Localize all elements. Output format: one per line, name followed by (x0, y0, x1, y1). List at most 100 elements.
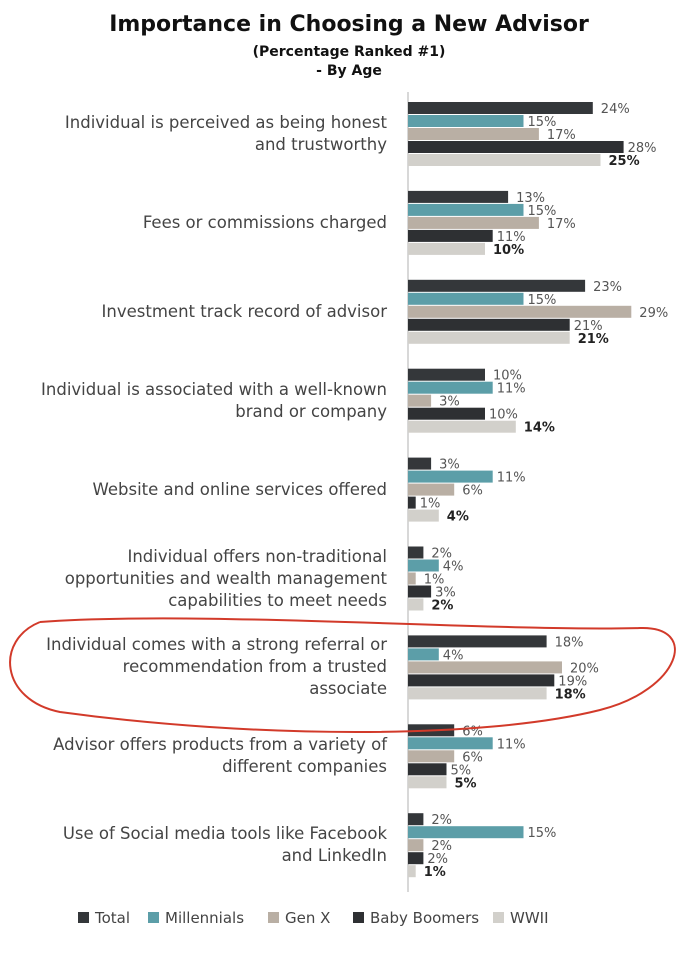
bar-millennials (408, 203, 524, 216)
bar-total (408, 546, 424, 559)
data-label: 2% (431, 813, 452, 828)
data-label: 11% (497, 737, 526, 752)
bar-wwii (408, 598, 424, 611)
bar-gen-x (408, 572, 416, 585)
data-label: 15% (528, 115, 557, 130)
legend-label: Millennials (165, 909, 244, 927)
data-label: 28% (628, 141, 657, 156)
data-label: 1% (420, 497, 441, 512)
data-label: 11% (497, 230, 526, 245)
bar-baby-boomers (408, 229, 493, 242)
legend-label: Baby Boomers (370, 909, 479, 927)
data-label: 6% (462, 724, 483, 739)
data-label: 23% (593, 280, 622, 295)
category-label-line: Individual offers non-traditional (127, 546, 387, 566)
bar-wwii (408, 776, 447, 789)
legend-label: WWII (510, 909, 549, 927)
category-label: Individual offers non-traditional opportu… (7, 546, 387, 612)
bar-total (408, 813, 424, 826)
bar-gen-x (408, 750, 455, 763)
data-label: 5% (455, 776, 477, 791)
bar-total (408, 102, 593, 114)
data-label: 15% (528, 826, 557, 841)
bar-total (408, 190, 509, 203)
legend-swatch (148, 912, 159, 923)
bar-baby-boomers (408, 496, 416, 509)
bar-wwii (408, 154, 601, 166)
data-label: 1% (424, 865, 446, 880)
data-label: 18% (555, 687, 586, 702)
data-label: 29% (639, 306, 668, 321)
data-label: 17% (547, 217, 576, 232)
category-label-line: Advisor offers products from a variety o… (53, 735, 387, 755)
legend-swatch (493, 912, 504, 923)
bar-wwii (408, 331, 570, 344)
data-label: 21% (574, 319, 603, 334)
bar-millennials (408, 559, 439, 572)
data-label: 19% (558, 674, 587, 689)
bar-millennials (408, 648, 439, 661)
bar-wwii (408, 865, 416, 878)
data-label: 4% (447, 510, 469, 525)
data-label: 10% (493, 243, 524, 258)
data-label: 15% (528, 293, 557, 308)
bar-wwii (408, 242, 485, 255)
category-label-line: Individual comes with a strong referral … (46, 635, 387, 655)
data-label: 25% (609, 154, 640, 169)
chart-subtitle: (Percentage Ranked #1) (252, 44, 446, 60)
data-label: 5% (451, 763, 472, 778)
bar-baby-boomers (408, 674, 555, 687)
category-label-line: different companies (222, 757, 387, 777)
data-label: 2% (427, 852, 448, 867)
legend-swatch (78, 912, 89, 923)
data-label: 2% (431, 547, 452, 562)
legend-label: Gen X (285, 909, 330, 927)
data-label: 6% (462, 750, 483, 765)
data-label: 3% (439, 458, 460, 473)
legend-label: Total (94, 909, 130, 927)
category-label-line: Use of Social media tools like Facebook (62, 824, 387, 844)
data-label: 2% (431, 839, 452, 854)
data-label: 11% (497, 471, 526, 486)
bar-wwii (408, 509, 439, 522)
bar-baby-boomers (408, 585, 432, 598)
category-label-line: capabilities to meet needs (168, 590, 387, 610)
bar-total (408, 635, 547, 648)
bar-baby-boomers (408, 141, 624, 153)
data-label: 24% (601, 102, 630, 117)
data-label: 15% (528, 204, 557, 219)
bar-total (408, 279, 586, 292)
data-label: 10% (489, 408, 518, 423)
bar-millennials (408, 737, 493, 750)
bar-total (408, 368, 485, 381)
bar-gen-x (408, 305, 632, 318)
bar-gen-x (408, 483, 455, 496)
bar-gen-x (408, 216, 539, 229)
bar-millennials (408, 115, 524, 127)
category-label: Use of Social media tools like Facebook a… (7, 823, 387, 867)
category-label-line: opportunities and wealth management (64, 568, 387, 588)
bar-millennials (408, 381, 493, 394)
category-label-line: Investment track record of advisor (101, 301, 387, 321)
bar-baby-boomers (408, 852, 424, 865)
category-label-line: Individual is perceived as being honest (64, 113, 387, 132)
data-label: 6% (462, 484, 483, 499)
bar-millennials (408, 470, 493, 483)
category-label-line: brand or company (235, 401, 387, 421)
data-label: 4% (443, 560, 464, 575)
bar-total (408, 457, 432, 470)
bar-millennials (408, 826, 524, 839)
data-label: 11% (497, 382, 526, 397)
annotation-ellipse (9, 617, 676, 733)
data-label: 4% (443, 648, 464, 663)
bar-baby-boomers (408, 407, 485, 420)
legend-swatch (268, 912, 279, 923)
data-label: 1% (424, 573, 445, 588)
data-label: 13% (516, 191, 545, 206)
category-label: Individual comes with a strong referral … (7, 634, 387, 700)
data-label: 2% (431, 599, 453, 614)
chart-title: Importance in Choosing a New Advisor (109, 12, 589, 37)
data-label: 17% (547, 128, 576, 143)
